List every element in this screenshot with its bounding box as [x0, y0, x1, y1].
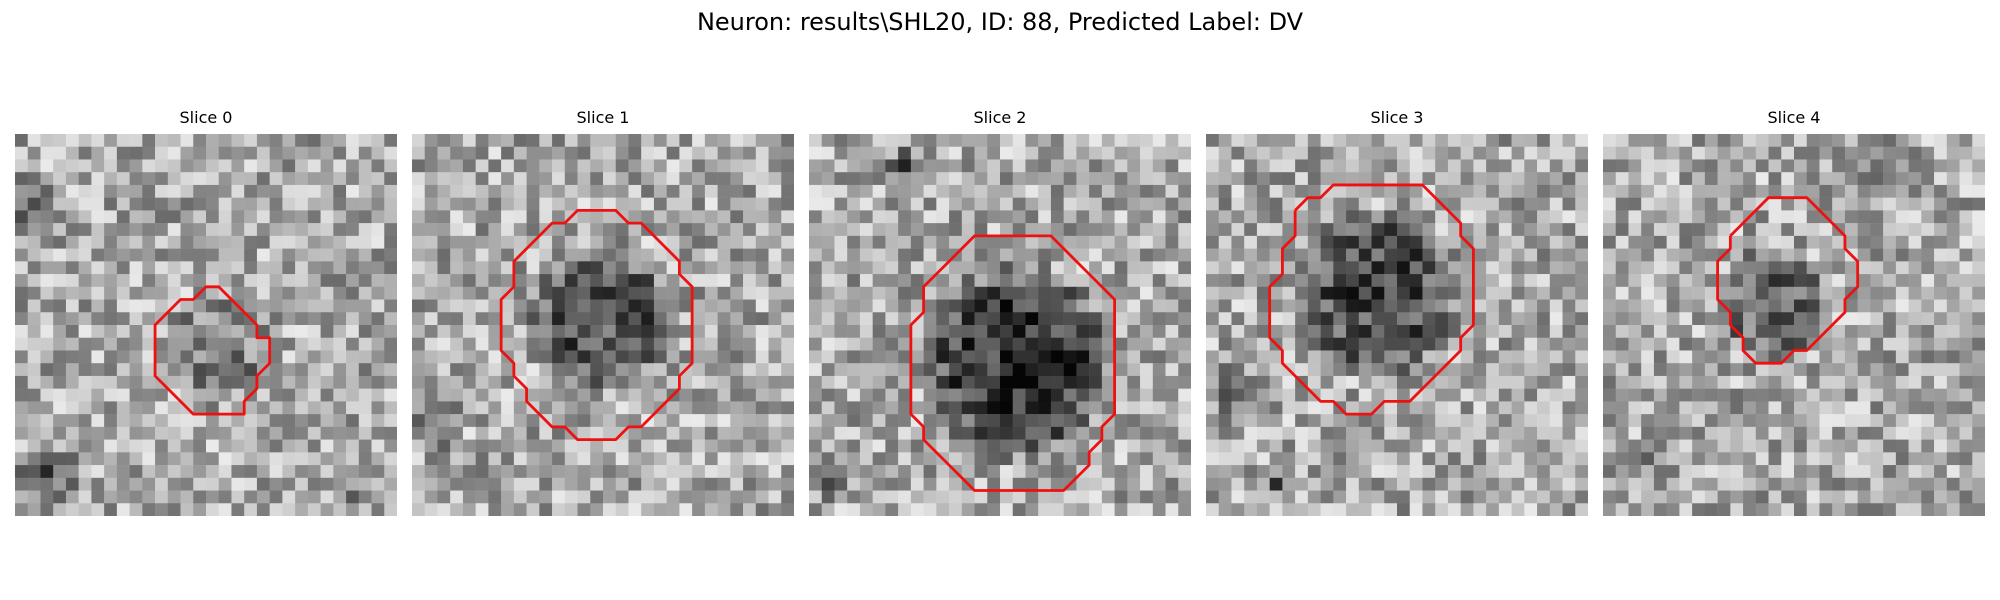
- slice-title-0: Slice 0: [179, 108, 233, 127]
- segmentation-contour: [909, 234, 1117, 492]
- segmentation-contour: [153, 285, 272, 416]
- slice-image-4: [1603, 134, 1985, 516]
- slice-title-3: Slice 3: [1370, 108, 1424, 127]
- segmentation-contour: [1268, 183, 1475, 416]
- segmentation-contour: [499, 208, 694, 442]
- slice-image-2: [809, 134, 1191, 516]
- slice-title-1: Slice 1: [576, 108, 630, 127]
- segmentation-contour: [1716, 196, 1860, 365]
- slice-image-1: [412, 134, 794, 516]
- slice-title-2: Slice 2: [973, 108, 1027, 127]
- figure-title: Neuron: results\SHL20, ID: 88, Predicted…: [696, 8, 1304, 36]
- slice-title-4: Slice 4: [1767, 108, 1821, 127]
- slice-image-3: [1206, 134, 1588, 516]
- slice-image-0: [15, 134, 397, 516]
